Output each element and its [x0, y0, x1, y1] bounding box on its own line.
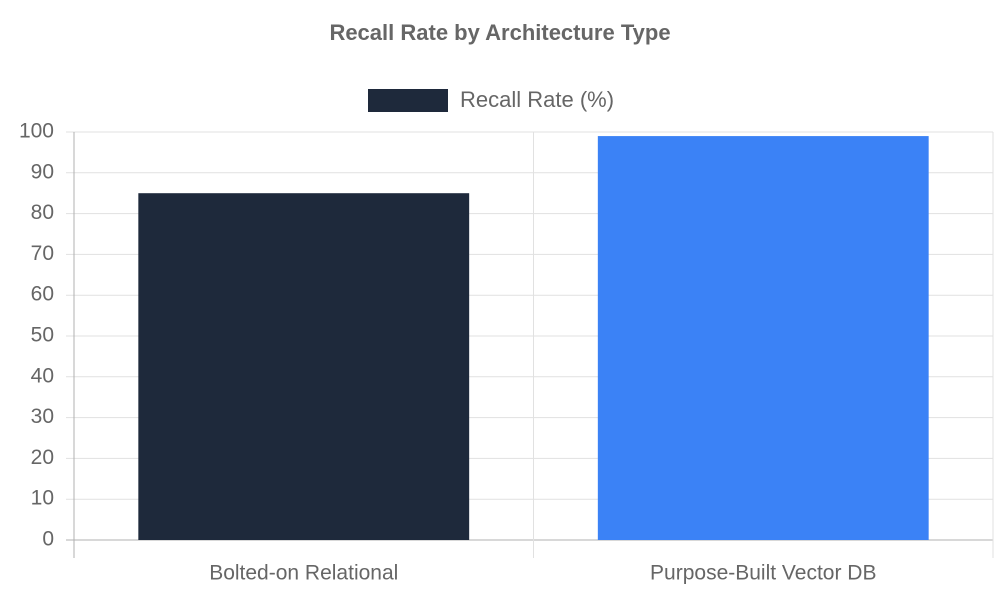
legend-label: Recall Rate (%) [460, 87, 614, 112]
y-tick-label: 90 [31, 160, 54, 183]
bar [597, 136, 929, 540]
y-tick-label: 40 [31, 364, 54, 387]
y-tick-label: 20 [31, 446, 54, 469]
y-tick-label: 80 [31, 201, 54, 224]
y-tick-label: 0 [42, 528, 54, 551]
y-tick-label: 50 [31, 324, 54, 347]
y-tick-label: 100 [19, 120, 54, 143]
bar [138, 193, 470, 540]
y-tick-label: 70 [31, 242, 54, 265]
legend-swatch [368, 89, 448, 112]
x-tick-label: Bolted-on Relational [209, 562, 398, 585]
y-tick-label: 30 [31, 405, 54, 428]
x-tick-label: Purpose-Built Vector DB [650, 562, 876, 585]
y-tick-label: 10 [31, 487, 54, 510]
chart-title: Recall Rate by Architecture Type [329, 20, 670, 45]
y-tick-label: 60 [31, 283, 54, 306]
